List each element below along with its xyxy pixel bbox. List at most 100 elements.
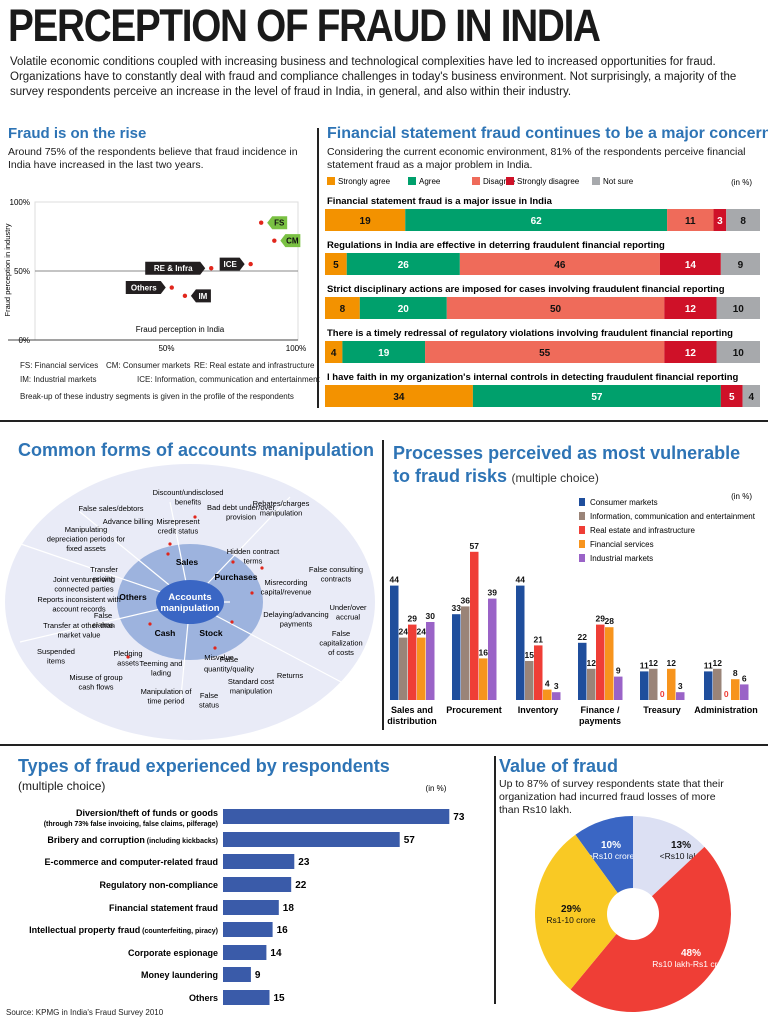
- pie-slice-value: 13%: [671, 840, 691, 851]
- diagram-dot: [260, 566, 264, 570]
- manipulation-item: assets: [117, 659, 139, 668]
- vuln-bar: [578, 642, 587, 700]
- stacked-row-2: 5 26 46 14 9: [325, 253, 760, 275]
- vuln-bar: [543, 689, 552, 700]
- value-text: Up to 87% of survey respondents state th…: [499, 778, 724, 816]
- vuln-category-label: Inventory: [518, 705, 559, 715]
- manipulation-item: connected parties: [54, 585, 113, 594]
- vuln-bar: [408, 624, 417, 700]
- stacked-segment-value: 19: [360, 216, 372, 227]
- pie-slice-label: Rs1-10 crore: [546, 915, 595, 925]
- manipulation-item: Rebates/charges: [253, 499, 310, 508]
- stacked-segment-value: 20: [398, 304, 410, 315]
- stacked-segment-value: 10: [733, 348, 745, 359]
- scatter-point-im: IM: [182, 289, 211, 303]
- vuln-bar-value: 8: [733, 668, 738, 678]
- vuln-category-label: Sales and: [391, 705, 433, 715]
- legend-label: Disagree: [483, 177, 516, 186]
- stacked-segment-value: 12: [685, 348, 697, 359]
- diagram-dot: [126, 655, 130, 659]
- manipulation-item: Transfer: [90, 565, 118, 574]
- vuln-title-2-wrap: to fraud risks (multiple choice): [393, 466, 599, 487]
- manipulation-diagram: AccountsmanipulationSalesPurchasesStockC…: [5, 464, 375, 740]
- vuln-bar: [740, 684, 749, 700]
- stacked-segment: [325, 297, 360, 319]
- manipulation-item: Suspended: [37, 647, 75, 656]
- stacked-segment-value: 4: [749, 392, 755, 403]
- scatter-point: [248, 261, 253, 267]
- stacked-row-label: Financial statement fraud is a major iss…: [327, 196, 553, 207]
- vuln-category-label: Finance /: [580, 705, 620, 715]
- scatter-label-tag: [219, 257, 245, 271]
- vuln-bar: [605, 627, 614, 700]
- stacked-row-4: 4 19 55 12 10: [325, 341, 760, 363]
- vuln-bar-value: 4: [545, 679, 550, 689]
- vuln-group-6: 11 12 0 86: [704, 658, 749, 700]
- types-bar-value: 57: [404, 835, 416, 846]
- scatter-point: [272, 238, 277, 243]
- legend-im: IM: Industrial markets: [20, 375, 97, 384]
- legend-ice: ICE: Information, communication and ente…: [137, 375, 320, 384]
- vuln-bar-value: 21: [534, 634, 544, 644]
- vuln-group-1: 44 24 29 24 30: [390, 575, 435, 700]
- legend-swatch: [579, 526, 585, 534]
- stacked-row-label: There is a timely redressal of regulator…: [327, 328, 733, 339]
- pie-slice-label: Rs10 lakh-Rs1 crore: [652, 959, 730, 969]
- stacked-segment-value: 26: [398, 260, 410, 271]
- stacked-segment: [405, 209, 668, 231]
- stacked-segment: [325, 385, 473, 407]
- legend-note: Break-up of these industry segments is g…: [20, 392, 294, 401]
- types-bar: [223, 809, 450, 824]
- divider-top: [317, 128, 319, 408]
- vuln-title-2: to fraud risks: [393, 466, 508, 486]
- legend-re: RE: Real estate and infrastructure: [194, 361, 315, 370]
- stacked-segment-value: 46: [554, 260, 566, 271]
- segment-label: Cash: [155, 628, 176, 638]
- scatter-y-label: Fraud perception in industry: [3, 223, 12, 316]
- scatter-x-tick: 100%: [286, 344, 306, 353]
- stacked-segment: [472, 385, 721, 407]
- stacked-segment: [359, 297, 447, 319]
- manipulation-item: False: [94, 611, 112, 620]
- vuln-bar: [614, 676, 623, 700]
- types-subtitle: (multiple choice): [18, 779, 106, 793]
- legend-swatch: [506, 177, 514, 185]
- vuln-bar-value: 9: [616, 666, 621, 676]
- manipulation-item: Misvalue: [204, 653, 234, 662]
- manipulation-item: Manipulating: [65, 525, 108, 534]
- manipulation-item: False consulting: [309, 565, 363, 574]
- vuln-bar: [516, 585, 525, 700]
- types-bar-value: 16: [277, 925, 289, 936]
- legend-cm: CM: Consumer markets: [106, 361, 191, 370]
- legend-swatch: [579, 554, 585, 562]
- vuln-bar: [676, 692, 685, 700]
- diagram-dot: [230, 620, 234, 624]
- manipulation-item: items: [47, 657, 65, 666]
- vuln-bar-value: 3: [678, 681, 683, 691]
- legend-swatch: [327, 177, 335, 185]
- manipulation-item: pricing: [93, 575, 115, 584]
- manipulation-item: payments: [280, 620, 313, 629]
- intro-paragraph: Volatile economic conditions coupled wit…: [10, 56, 737, 98]
- vuln-bar: [713, 668, 722, 700]
- manip-title: Common forms of accounts manipulation: [18, 440, 375, 460]
- stacked-segment: [325, 253, 347, 275]
- diagram-dot: [250, 591, 254, 595]
- manipulation-item: Reports inconsistent with: [37, 595, 120, 604]
- vuln-bar: [426, 622, 435, 700]
- stacked-segment-value: 62: [531, 216, 543, 227]
- manipulation-item: status: [199, 701, 219, 710]
- types-bar: [223, 967, 251, 982]
- manipulation-item: Hidden contract: [227, 547, 280, 556]
- diagram-dot: [148, 622, 152, 626]
- manipulation-item: Joint ventures with: [53, 575, 115, 584]
- types-category-label: Financial statement fraud: [109, 903, 218, 913]
- center-ellipse: [156, 580, 224, 624]
- scatter-x-label: Fraud perception in India: [136, 325, 225, 334]
- pie-slice: [575, 816, 633, 914]
- types-bar-value: 14: [270, 948, 282, 959]
- vuln-bar-value: 36: [461, 595, 471, 605]
- types-category-label: Regulatory non-compliance: [99, 880, 218, 890]
